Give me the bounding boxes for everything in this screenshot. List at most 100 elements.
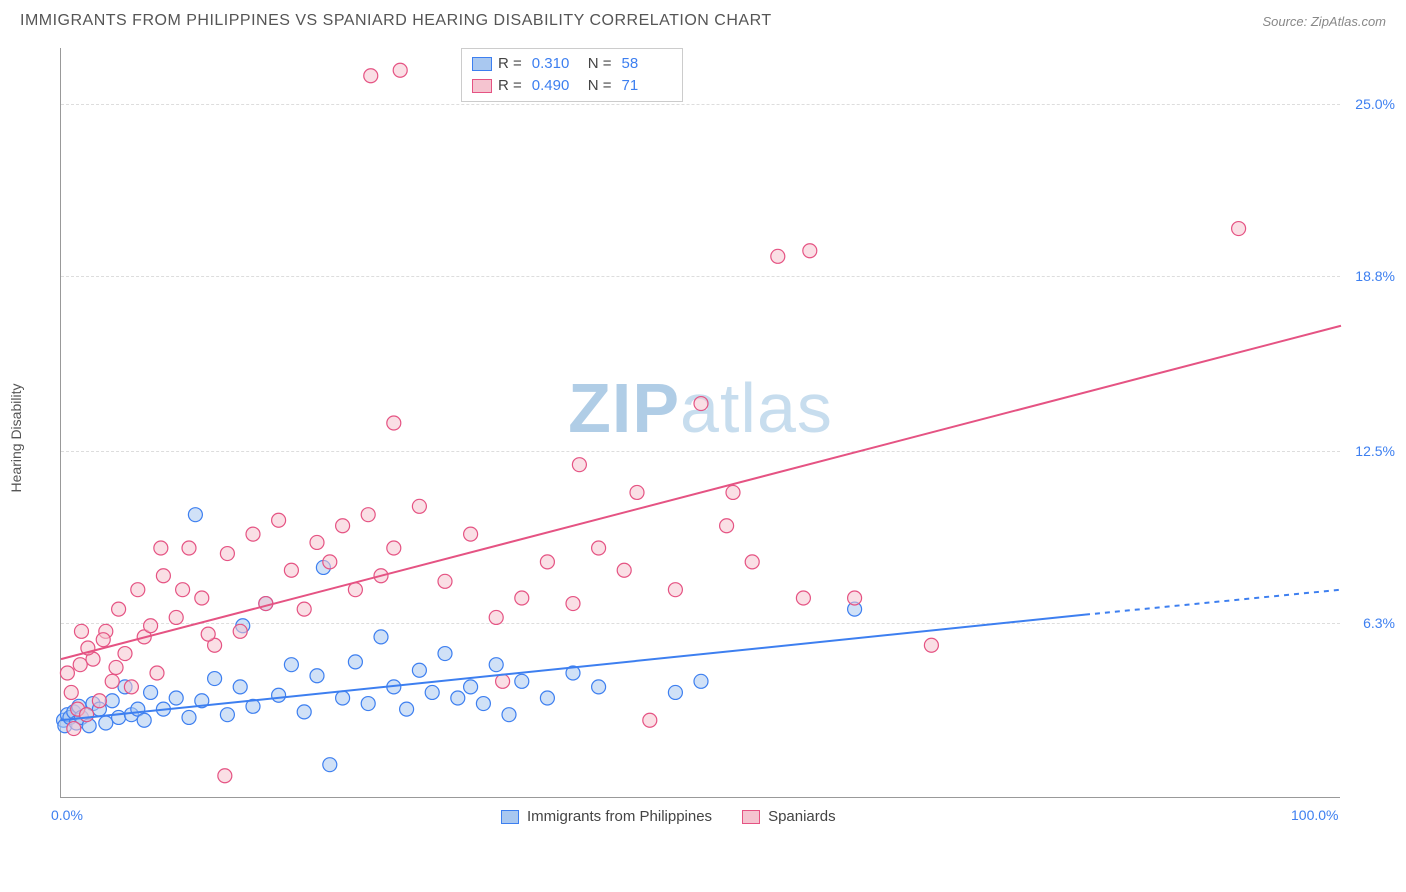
data-point xyxy=(412,663,426,677)
y-tick-label: 6.3% xyxy=(1363,615,1395,631)
data-point xyxy=(272,513,286,527)
chart-container: Hearing Disability ZIPatlas R =0.310N =5… xyxy=(50,38,1386,838)
data-point xyxy=(284,563,298,577)
data-point xyxy=(566,597,580,611)
data-point xyxy=(137,713,151,727)
data-point xyxy=(64,685,78,699)
data-point xyxy=(924,638,938,652)
legend-item: Immigrants from Philippines xyxy=(501,808,712,825)
chart-header: IMMIGRANTS FROM PHILIPPINES VS SPANIARD … xyxy=(0,0,1406,38)
data-point xyxy=(720,519,734,533)
x-tick-label: 100.0% xyxy=(1291,807,1338,823)
data-point xyxy=(67,722,81,736)
data-point xyxy=(182,710,196,724)
data-point xyxy=(438,647,452,661)
data-point xyxy=(109,660,123,674)
data-point xyxy=(220,708,234,722)
legend-series-name: Immigrants from Philippines xyxy=(527,808,712,825)
data-point xyxy=(60,666,74,680)
data-point xyxy=(489,610,503,624)
data-point xyxy=(412,499,426,513)
data-point xyxy=(540,691,554,705)
data-point xyxy=(796,591,810,605)
data-point xyxy=(336,691,350,705)
data-point xyxy=(425,685,439,699)
data-point xyxy=(297,602,311,616)
data-point xyxy=(496,674,510,688)
data-point xyxy=(336,519,350,533)
data-point xyxy=(387,416,401,430)
data-point xyxy=(195,591,209,605)
data-point xyxy=(771,249,785,263)
data-point xyxy=(80,708,94,722)
data-point xyxy=(694,397,708,411)
data-point xyxy=(118,647,132,661)
data-point xyxy=(668,685,682,699)
scatter-svg xyxy=(61,48,1340,797)
data-point xyxy=(272,688,286,702)
data-point xyxy=(348,655,362,669)
data-point xyxy=(451,691,465,705)
data-point xyxy=(218,769,232,783)
data-point xyxy=(726,485,740,499)
data-point xyxy=(464,527,478,541)
data-point xyxy=(348,583,362,597)
data-point xyxy=(489,658,503,672)
data-point xyxy=(105,674,119,688)
data-point xyxy=(1232,222,1246,236)
data-point xyxy=(361,697,375,711)
data-point xyxy=(150,666,164,680)
data-point xyxy=(374,630,388,644)
data-point xyxy=(438,574,452,588)
data-point xyxy=(502,708,516,722)
data-point xyxy=(630,485,644,499)
data-point xyxy=(310,669,324,683)
data-point xyxy=(131,583,145,597)
data-point xyxy=(515,674,529,688)
data-point xyxy=(220,547,234,561)
data-point xyxy=(323,758,337,772)
data-point xyxy=(144,685,158,699)
y-tick-label: 12.5% xyxy=(1355,443,1395,459)
data-point xyxy=(246,527,260,541)
data-point xyxy=(617,563,631,577)
data-point xyxy=(668,583,682,597)
legend-swatch xyxy=(742,810,760,824)
data-point xyxy=(99,716,113,730)
data-point xyxy=(515,591,529,605)
data-point xyxy=(73,658,87,672)
data-point xyxy=(476,697,490,711)
data-point xyxy=(297,705,311,719)
y-tick-label: 25.0% xyxy=(1355,96,1395,112)
y-axis-label: Hearing Disability xyxy=(8,384,24,493)
data-point xyxy=(643,713,657,727)
data-point xyxy=(592,541,606,555)
data-point xyxy=(169,691,183,705)
data-point xyxy=(364,69,378,83)
data-point xyxy=(182,541,196,555)
data-point xyxy=(154,541,168,555)
data-point xyxy=(400,702,414,716)
data-point xyxy=(572,458,586,472)
data-point xyxy=(323,555,337,569)
data-point xyxy=(105,694,119,708)
trend-line-dashed xyxy=(1085,590,1341,615)
data-point xyxy=(540,555,554,569)
data-point xyxy=(112,602,126,616)
data-point xyxy=(745,555,759,569)
data-point xyxy=(592,680,606,694)
data-point xyxy=(233,624,247,638)
data-point xyxy=(387,541,401,555)
data-point xyxy=(74,624,88,638)
data-point xyxy=(188,508,202,522)
data-point xyxy=(112,710,126,724)
data-point xyxy=(176,583,190,597)
data-point xyxy=(848,591,862,605)
data-point xyxy=(201,627,215,641)
data-point xyxy=(169,610,183,624)
data-point xyxy=(156,569,170,583)
y-tick-label: 18.8% xyxy=(1355,268,1395,284)
data-point xyxy=(233,680,247,694)
plot-area: ZIPatlas R =0.310N =58R =0.490N =71 Immi… xyxy=(60,48,1340,798)
source-attribution: Source: ZipAtlas.com xyxy=(1262,14,1386,29)
